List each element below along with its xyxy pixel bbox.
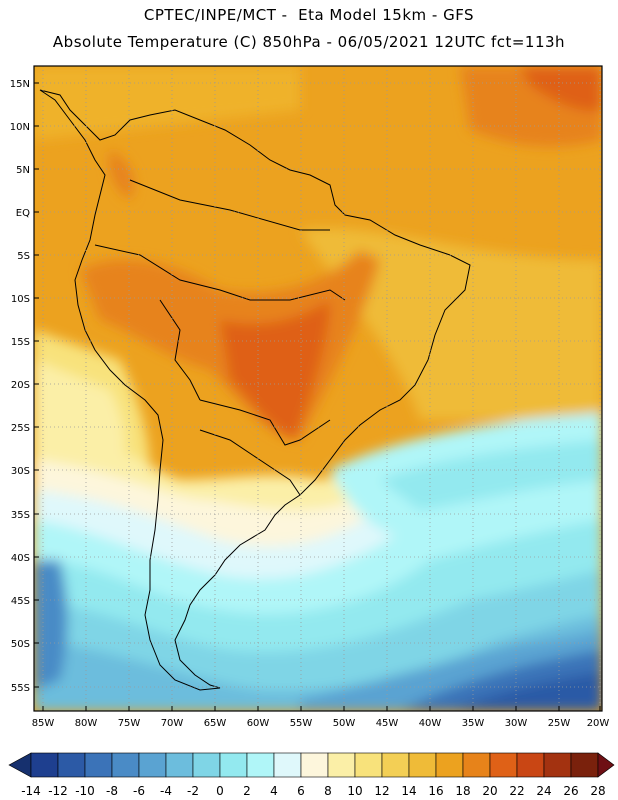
- chart-title-line2: Absolute Temperature (C) 850hPa - 06/05/…: [52, 33, 566, 51]
- colorbar-segment: [165, 752, 194, 778]
- lat-tick-label: 10N: [10, 122, 30, 133]
- lat-tick-label: 10S: [11, 294, 30, 305]
- lon-tick-label: 55W: [290, 718, 313, 729]
- colorbar-tick-label: 22: [509, 784, 524, 798]
- colorbar-segment: [489, 752, 518, 778]
- lat-tick-label: 15S: [11, 337, 30, 348]
- colorbar-tick-label: -8: [106, 784, 118, 798]
- colorbar-tick-label: 2: [243, 784, 251, 798]
- colorbar-segment: [354, 752, 383, 778]
- colorbar-tick-label: 20: [482, 784, 497, 798]
- colorbar-tick-label: 24: [536, 784, 551, 798]
- lon-tick-label: 25W: [548, 718, 571, 729]
- colorbar-tick-label: -14: [21, 784, 41, 798]
- lat-tick-label: 25S: [11, 423, 30, 434]
- colorbar-labels: -14 -12 -10 -8 -6 -4 -2 0 2 4 6 8 10 12 …: [21, 784, 605, 798]
- colorbar-tick-label: 4: [270, 784, 278, 798]
- colorbar-segment: [192, 752, 221, 778]
- colorbar-tick-label: 26: [563, 784, 578, 798]
- lon-tick-label: 45W: [376, 718, 399, 729]
- lat-tick-label: 40S: [11, 553, 30, 564]
- colorbar-tick-label: 10: [347, 784, 362, 798]
- lat-tick-label: 55S: [11, 683, 30, 694]
- colorbar-tick-label: 16: [428, 784, 443, 798]
- colorbar-segment: [516, 752, 545, 778]
- lat-tick-label: 30S: [11, 466, 30, 477]
- lon-tick-label: 80W: [75, 718, 98, 729]
- lat-tick-label: 50S: [11, 639, 30, 650]
- colorbar-segment: [408, 752, 437, 778]
- colorbar-over-arrow: [597, 752, 615, 778]
- colorbar-segment: [381, 752, 410, 778]
- colorbar-segment: [543, 752, 572, 778]
- temperature-field: [34, 66, 602, 711]
- colorbar-tick-label: 28: [590, 784, 605, 798]
- colorbar: [8, 752, 615, 778]
- colorbar-tick-label: -6: [133, 784, 145, 798]
- colorbar-segment: [219, 752, 248, 778]
- lon-tick-label: 75W: [118, 718, 141, 729]
- colorbar-tick-label: 14: [401, 784, 416, 798]
- colorbar-tick-label: 12: [374, 784, 389, 798]
- lat-tick-label: 45S: [11, 596, 30, 607]
- colorbar-tick-label: -2: [187, 784, 199, 798]
- chart-title-line1: CPTEC/INPE/MCT - Eta Model 15km - GFS: [143, 6, 475, 24]
- coastline-outline: [39, 89, 471, 691]
- lat-tick-label: 35S: [11, 510, 30, 521]
- map-frame: [33, 65, 603, 712]
- lat-tick-label: 20S: [11, 380, 30, 391]
- colorbar-segment: [57, 752, 86, 778]
- lon-tick-label: 35W: [462, 718, 485, 729]
- colorbar-tick-label: 18: [455, 784, 470, 798]
- lon-tick-label: 60W: [247, 718, 270, 729]
- colorbar-segment: [435, 752, 464, 778]
- colorbar-segment: [570, 752, 599, 778]
- colorbar-segment: [273, 752, 302, 778]
- lon-tick-label: 50W: [333, 718, 356, 729]
- colorbar-segment: [462, 752, 491, 778]
- colorbar-segment: [327, 752, 356, 778]
- colorbar-segment: [138, 752, 167, 778]
- lon-tick-label: 85W: [32, 718, 55, 729]
- colorbar-segment: [246, 752, 275, 778]
- colorbar-tick-label: 6: [297, 784, 305, 798]
- colorbar-tick-label: 0: [216, 784, 224, 798]
- colorbar-tick-label: 8: [324, 784, 332, 798]
- colorbar-tick-label: -12: [48, 784, 68, 798]
- lon-tick-label: 20W: [587, 718, 610, 729]
- colorbar-segment: [84, 752, 113, 778]
- colorbar-tick-label: -4: [160, 784, 172, 798]
- colorbar-tick-label: -10: [75, 784, 95, 798]
- lon-tick-label: 70W: [161, 718, 184, 729]
- colorbar-segment: [30, 752, 59, 778]
- graticule: [34, 66, 602, 711]
- lon-tick-label: 40W: [419, 718, 442, 729]
- lat-tick-label: EQ: [16, 208, 30, 219]
- lon-tick-label: 65W: [204, 718, 227, 729]
- tick-marks: [34, 82, 601, 711]
- lat-tick-label: 5N: [16, 165, 30, 176]
- lat-tick-label: 15N: [10, 79, 30, 90]
- lat-tick-label: 5S: [17, 251, 30, 262]
- colorbar-under-arrow: [8, 752, 32, 778]
- colorbar-segment: [300, 752, 329, 778]
- colorbar-segment: [111, 752, 140, 778]
- lon-tick-label: 30W: [505, 718, 528, 729]
